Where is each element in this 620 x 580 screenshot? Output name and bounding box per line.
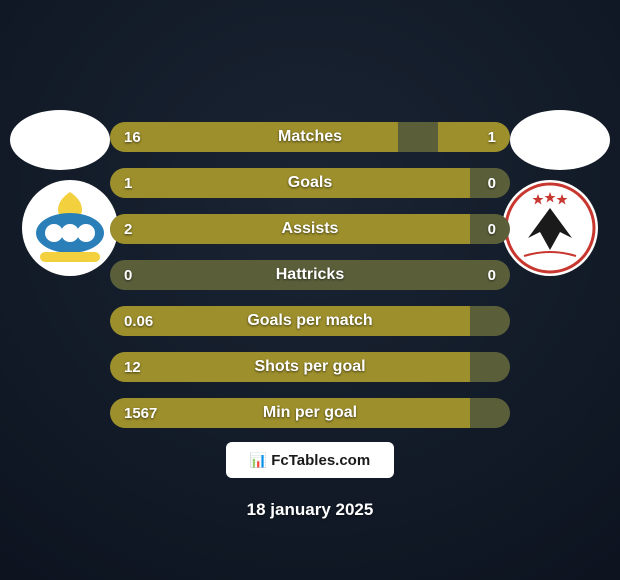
stat-value-right: 0 (488, 168, 496, 198)
player2-club-logo (500, 178, 600, 278)
stat-bar-left (110, 352, 470, 382)
chart-icon: 📊 (250, 452, 267, 469)
stat-bar-left (110, 306, 470, 336)
club-logo-right-icon (500, 178, 600, 278)
stats-container: 161Matches10Goals20Assists00Hattricks0.0… (110, 122, 510, 444)
stat-value-right: 0 (488, 214, 496, 244)
stat-value-right: 0 (488, 260, 496, 290)
stat-bar-right (438, 122, 510, 152)
stat-value-left: 0 (124, 260, 132, 290)
stat-row: 10Goals (110, 168, 510, 198)
stat-bar-left (110, 168, 470, 198)
brand-text: FcTables.com (271, 452, 370, 469)
stat-row: 0 0Hattricks (110, 260, 510, 290)
stat-row: 12Shots per goal (110, 352, 510, 382)
player2-avatar (510, 110, 610, 170)
stat-bar-left (110, 398, 470, 428)
stat-row: 161Matches (110, 122, 510, 152)
player1-avatar (10, 110, 110, 170)
club-logo-left-icon (20, 178, 120, 278)
player1-club-logo (20, 178, 120, 278)
stat-label: Hattricks (110, 260, 510, 290)
stat-row: 0.06Goals per match (110, 306, 510, 336)
stat-row: 20Assists (110, 214, 510, 244)
date-label: 18 january 2025 (0, 500, 620, 520)
stat-bar-left (110, 122, 398, 152)
stat-bar-left (110, 214, 470, 244)
stat-row: 1567Min per goal (110, 398, 510, 428)
brand-badge: 📊 FcTables.com (226, 442, 394, 478)
